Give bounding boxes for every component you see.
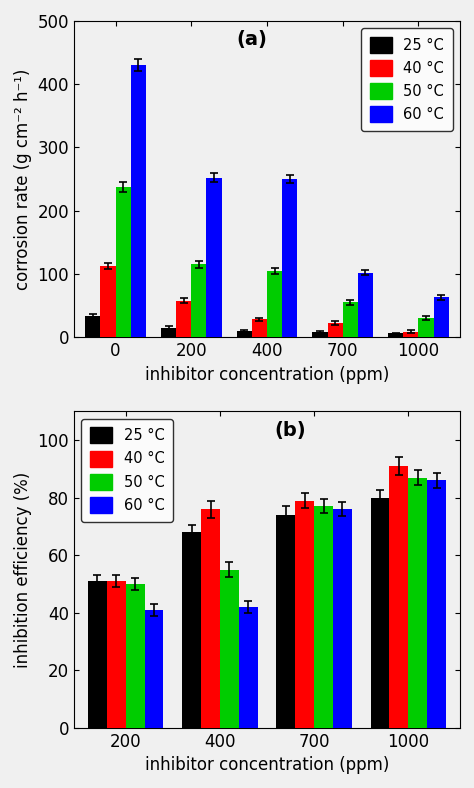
Y-axis label: corrosion rate (g cm⁻² h⁻¹): corrosion rate (g cm⁻² h⁻¹) [14,69,32,290]
Bar [220,570,239,727]
Bar [176,300,191,337]
Bar [295,500,314,727]
Bar [85,316,100,337]
Bar [145,610,164,727]
Bar [201,509,220,727]
Bar [333,509,352,727]
Bar [131,65,146,337]
Y-axis label: inhibition efficiency (%): inhibition efficiency (%) [14,471,32,667]
Bar [434,297,449,337]
Bar [282,179,297,337]
Bar [88,581,107,727]
Bar [403,332,419,337]
Bar [419,318,434,337]
Bar [107,581,126,727]
Bar [427,481,446,727]
Bar [276,515,295,727]
Bar [100,266,116,337]
Bar [207,178,221,337]
Bar [371,498,390,727]
Bar [358,273,373,337]
Bar [314,506,333,727]
Text: (b): (b) [275,421,306,440]
Bar [343,303,358,337]
X-axis label: inhibitor concentration (ppm): inhibitor concentration (ppm) [145,366,389,384]
Bar [312,332,328,337]
Bar [237,331,252,337]
Legend: 25 °C, 40 °C, 50 °C, 60 °C: 25 °C, 40 °C, 50 °C, 60 °C [361,28,453,131]
Text: (a): (a) [236,31,267,50]
Bar [388,333,403,337]
Bar [116,188,131,337]
Bar [161,328,176,337]
Bar [408,478,427,727]
Bar [267,271,282,337]
Bar [126,584,145,727]
Bar [239,607,257,727]
Bar [390,466,408,727]
Bar [182,532,201,727]
Legend: 25 °C, 40 °C, 50 °C, 60 °C: 25 °C, 40 °C, 50 °C, 60 °C [81,418,173,522]
Bar [252,319,267,337]
X-axis label: inhibitor concentration (ppm): inhibitor concentration (ppm) [145,756,389,774]
Bar [191,265,207,337]
Bar [328,322,343,337]
